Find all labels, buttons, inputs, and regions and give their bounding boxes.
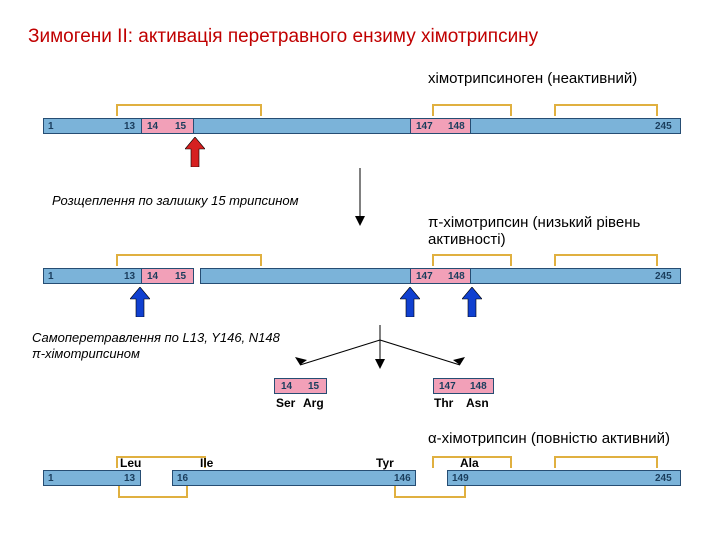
res-num: 245 xyxy=(655,271,672,282)
aa-label: Ser xyxy=(276,396,295,410)
bracket xyxy=(554,104,658,116)
stage1-label: хімотрипсиноген (неактивний) xyxy=(428,70,637,87)
cleavage-caption-2b: π-хімотрипсином xyxy=(32,346,140,361)
res-num: 16 xyxy=(177,473,188,484)
cleavage-arrow-blue xyxy=(462,287,482,317)
page-title: Зимогени ІІ: активація перетравного ензи… xyxy=(28,26,538,48)
stage2-label: π-хімотрипсин (низький рівень активності… xyxy=(428,214,688,248)
cleavage-arrow-blue xyxy=(130,287,150,317)
stage3-chain-b xyxy=(172,470,416,486)
cleavage-caption-2a: Самоперетравлення по L13, Y146, N148 xyxy=(32,330,280,345)
aa-label: Ile xyxy=(200,456,213,470)
res-num: 147 xyxy=(416,271,433,282)
cleavage-arrow-red xyxy=(185,137,205,167)
aa-label: Arg xyxy=(303,396,324,410)
res-num: 14 xyxy=(281,381,292,392)
aa-label: Ala xyxy=(460,456,479,470)
cleavage-arrow-blue xyxy=(400,287,420,317)
res-num: 148 xyxy=(448,271,465,282)
res-num: 148 xyxy=(448,121,465,132)
aa-label: Tyr xyxy=(376,456,394,470)
bracket xyxy=(432,254,512,266)
res-num: 13 xyxy=(124,121,135,132)
cleavage-caption-1: Розщеплення по залишку 15 трипсином xyxy=(52,193,299,208)
res-num: 147 xyxy=(439,381,456,392)
aa-label: Asn xyxy=(466,396,489,410)
caption-text: Розщеплення по залишку 15 трипсином xyxy=(52,193,299,208)
res-num: 15 xyxy=(175,271,186,282)
res-num: 13 xyxy=(124,473,135,484)
res-num: 13 xyxy=(124,271,135,282)
res-num: 245 xyxy=(655,473,672,484)
res-num: 1 xyxy=(48,271,54,282)
bracket xyxy=(432,104,512,116)
res-num: 1 xyxy=(48,121,54,132)
res-num: 15 xyxy=(175,121,186,132)
aa-label: Leu xyxy=(120,456,141,470)
transition-arrow-1 xyxy=(352,168,368,231)
res-num: 245 xyxy=(655,121,672,132)
bracket xyxy=(554,456,658,468)
stage3-label: α-хімотрипсин (повністю активний) xyxy=(428,430,670,447)
res-num: 147 xyxy=(416,121,433,132)
res-num: 1 xyxy=(48,473,54,484)
res-num: 14 xyxy=(147,271,158,282)
aa-label: Thr xyxy=(434,396,453,410)
bracket xyxy=(554,254,658,266)
res-num: 15 xyxy=(308,381,319,392)
stage1-bar xyxy=(43,118,681,134)
bracket xyxy=(116,254,262,266)
bracket-below xyxy=(118,486,188,498)
res-num: 148 xyxy=(470,381,487,392)
branching-arrows xyxy=(270,325,490,380)
res-num: 146 xyxy=(394,473,411,484)
stage3-chain-c xyxy=(447,470,681,486)
res-num: 149 xyxy=(452,473,469,484)
res-num: 14 xyxy=(147,121,158,132)
bracket xyxy=(116,104,262,116)
bracket-below xyxy=(394,486,466,498)
